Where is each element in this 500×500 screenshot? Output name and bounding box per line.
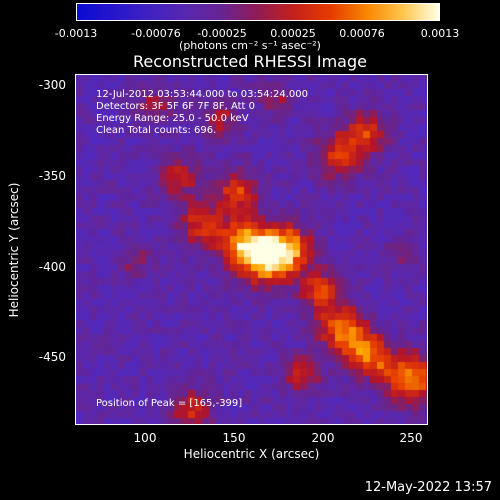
- x-axis-label: Heliocentric X (arcsec): [183, 447, 320, 461]
- footer-timestamp: 12-May-2022 13:57: [364, 480, 492, 495]
- y-tick-label: -300: [38, 78, 66, 92]
- colorbar-tick: 0.00025: [270, 27, 316, 40]
- annotation-detectors: Detectors: 3F 5F 6F 7F 8F, Att 0: [96, 101, 256, 112]
- colorbar-tick: -0.00076: [131, 27, 181, 40]
- colorbar-units: (photons cm⁻² s⁻¹ asec⁻²): [179, 39, 321, 52]
- x-tick-label: 250: [399, 431, 423, 445]
- y-tick-label: -400: [38, 260, 66, 274]
- y-axis-label: Heliocentric Y (arcsec): [7, 182, 21, 318]
- heatmap-image: [76, 75, 427, 424]
- chart-title: Reconstructed RHESSI Image: [133, 52, 367, 71]
- colorbar-tick: 0.0013: [420, 27, 460, 40]
- annotation-time: 12-Jul-2012 03:53:44.000 to 03:54:24.000: [96, 89, 308, 100]
- x-tick-label: 100: [133, 431, 157, 445]
- y-tick-label: -350: [38, 169, 66, 183]
- colorbar-tick: -0.00025: [197, 27, 247, 40]
- y-tick-label: -450: [38, 350, 66, 364]
- annotation-counts: Clean Total counts: 696.: [96, 125, 217, 136]
- colorbar-tick: -0.0013: [54, 27, 98, 40]
- peak-position-label: Position of Peak = [165,-399]: [96, 398, 243, 409]
- plot-area: 12-Jul-2012 03:53:44.000 to 03:54:24.000…: [75, 74, 428, 425]
- x-tick-label: 150: [222, 431, 246, 445]
- x-tick-label: 200: [311, 431, 335, 445]
- colorbar-tick: 0.00076: [339, 27, 385, 40]
- colorbar: [76, 3, 440, 21]
- annotation-energy: Energy Range: 25.0 - 50.0 keV: [96, 113, 249, 124]
